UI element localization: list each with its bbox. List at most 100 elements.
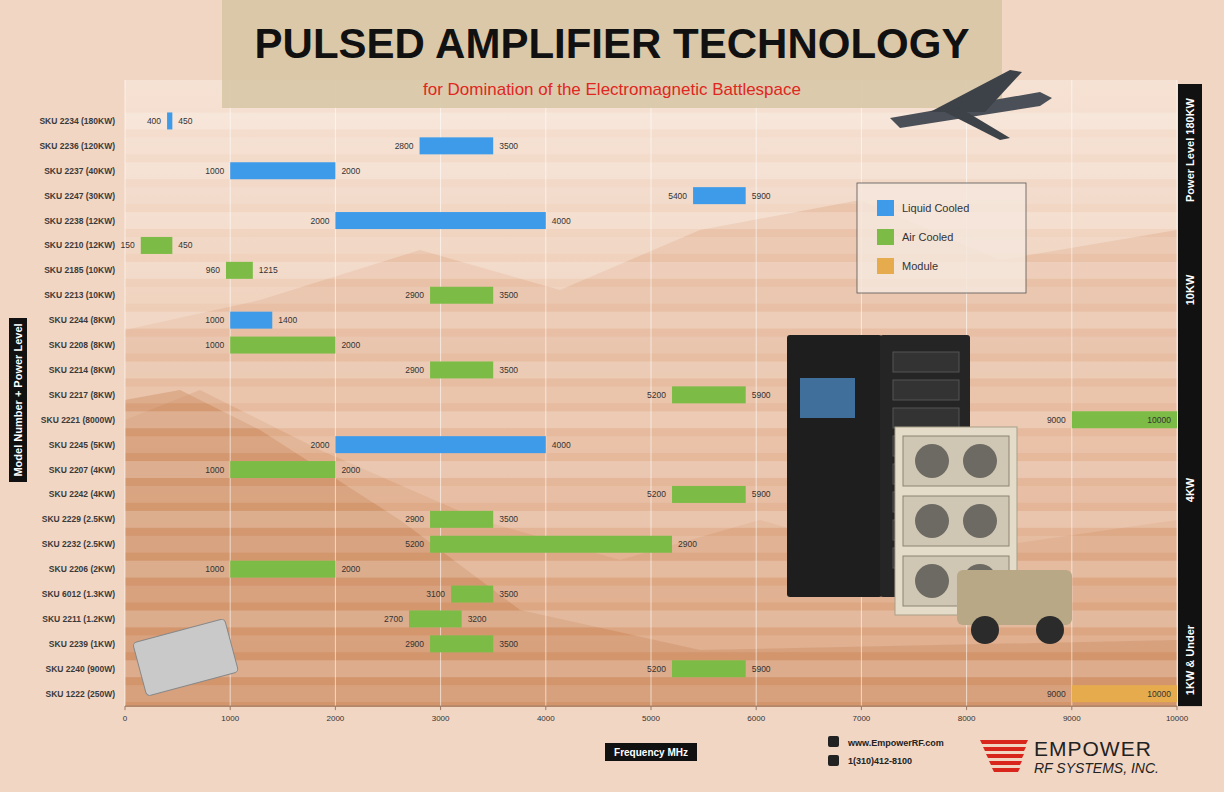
bar xyxy=(167,112,172,129)
aircraft-illustration xyxy=(890,70,1052,140)
bar xyxy=(1072,685,1177,702)
category-label: SKU 2236 (120KW) xyxy=(39,141,115,151)
data-label: 1000 xyxy=(205,166,224,176)
data-label: 4000 xyxy=(552,216,571,226)
data-label: 2000 xyxy=(341,340,360,350)
bar xyxy=(230,461,335,478)
data-label: 2900 xyxy=(405,290,424,300)
row-band xyxy=(125,536,1177,553)
data-label: 2000 xyxy=(310,216,329,226)
category-label: SKU 2210 (12KW) xyxy=(44,240,115,250)
logo-stripe xyxy=(980,740,1028,744)
data-label: 5200 xyxy=(647,664,666,674)
power-level-label: 10KW xyxy=(1184,274,1196,305)
category-label: SKU 2238 (12KW) xyxy=(44,216,115,226)
module-illustration xyxy=(133,618,239,696)
data-label: 5200 xyxy=(405,539,424,549)
legend-swatch xyxy=(877,200,894,216)
fan xyxy=(915,564,949,598)
category-label: SKU 2240 (900W) xyxy=(46,664,116,674)
bar xyxy=(430,361,493,378)
data-label: 2700 xyxy=(384,614,403,624)
data-label: 5900 xyxy=(752,191,771,201)
data-label: 960 xyxy=(206,265,220,275)
power-level-label: 1KW & Under xyxy=(1184,624,1196,695)
bar xyxy=(335,212,545,229)
fan xyxy=(963,504,997,538)
bar xyxy=(430,287,493,304)
data-label: 3100 xyxy=(426,589,445,599)
data-label: 5400 xyxy=(668,191,687,201)
data-label: 5200 xyxy=(647,390,666,400)
y-tick-labels: SKU 2234 (180KW)SKU 2236 (120KW)SKU 2237… xyxy=(39,116,115,699)
rack-screen xyxy=(800,378,855,418)
plot-background xyxy=(125,80,1177,706)
data-label: 1400 xyxy=(278,315,297,325)
tick-label: 3000 xyxy=(432,714,450,723)
category-label: SKU 2244 (8KW) xyxy=(49,315,115,325)
data-label: 3200 xyxy=(468,614,487,624)
logo-stripe xyxy=(986,754,1024,758)
data-label: 3500 xyxy=(499,290,518,300)
x-axis-title-box xyxy=(605,743,697,761)
tick-mark xyxy=(861,706,862,710)
tick-label: 4000 xyxy=(537,714,555,723)
legend-label: Air Cooled xyxy=(902,231,953,243)
power-level-group: 10KW xyxy=(1184,274,1196,305)
x-axis-line xyxy=(125,706,1177,707)
legend-swatch xyxy=(877,258,894,274)
category-label: SKU 1222 (250W) xyxy=(46,689,116,699)
logo-name: EMPOWER xyxy=(1034,737,1152,760)
tick-label: 10000 xyxy=(1166,714,1189,723)
bar xyxy=(451,586,493,603)
logo: EMPOWERRF SYSTEMS, INC. xyxy=(980,737,1159,776)
data-label: 2900 xyxy=(405,365,424,375)
power-level-group: 4KW xyxy=(1184,477,1196,502)
tick-label: 2000 xyxy=(327,714,345,723)
category-label: SKU 2239 (1KW) xyxy=(49,639,115,649)
tick-label: 9000 xyxy=(1063,714,1081,723)
tick-mark xyxy=(335,706,336,710)
power-level-group: 1KW & Under xyxy=(1184,624,1196,695)
cabinet-drawer xyxy=(903,496,1009,546)
data-label: 1000 xyxy=(205,315,224,325)
rack-unit xyxy=(893,408,959,428)
data-label: 2000 xyxy=(341,465,360,475)
tick-mark xyxy=(756,706,757,710)
grid xyxy=(125,80,1177,706)
data-label: 3500 xyxy=(499,365,518,375)
data-label: 5900 xyxy=(752,489,771,499)
fan xyxy=(963,444,997,478)
rack-unit xyxy=(893,380,959,400)
y-axis-title-text: Model Number + Power Level xyxy=(12,323,24,476)
tick-mark xyxy=(1071,706,1072,710)
tick-label: 6000 xyxy=(747,714,765,723)
bar xyxy=(141,237,173,254)
data-label: 5200 xyxy=(647,489,666,499)
x-ticks: 0100020003000400050006000700080009000100… xyxy=(123,706,1189,723)
logo-stripe xyxy=(983,747,1026,751)
legend-box xyxy=(857,183,1026,293)
bar xyxy=(335,436,545,453)
website: www.EmpowerRF.com xyxy=(847,738,944,748)
category-label: SKU 2234 (180KW) xyxy=(39,116,115,126)
data-labels: 4004502800350010002000540059002000400010… xyxy=(121,116,1172,699)
logo-stripe xyxy=(989,761,1022,765)
category-label: SKU 2211 (1.2KW) xyxy=(42,614,115,624)
web-icon xyxy=(828,736,839,747)
bar xyxy=(230,312,272,329)
data-label: 150 xyxy=(121,240,135,250)
bars xyxy=(141,112,1177,702)
data-label: 4000 xyxy=(552,440,571,450)
tick-label: 1000 xyxy=(221,714,239,723)
category-label: SKU 2245 (5KW) xyxy=(49,440,115,450)
bar xyxy=(420,137,494,154)
bar xyxy=(430,635,493,652)
data-label: 2000 xyxy=(341,564,360,574)
tick-mark xyxy=(440,706,441,710)
chart: 0100020003000400050006000700080009000100… xyxy=(0,0,1224,792)
subtitle: for Domination of the Electromagnetic Ba… xyxy=(423,80,801,99)
category-label: SKU 2208 (8KW) xyxy=(49,340,115,350)
grid-line xyxy=(1177,80,1178,706)
category-label: SKU 2214 (8KW) xyxy=(49,365,115,375)
